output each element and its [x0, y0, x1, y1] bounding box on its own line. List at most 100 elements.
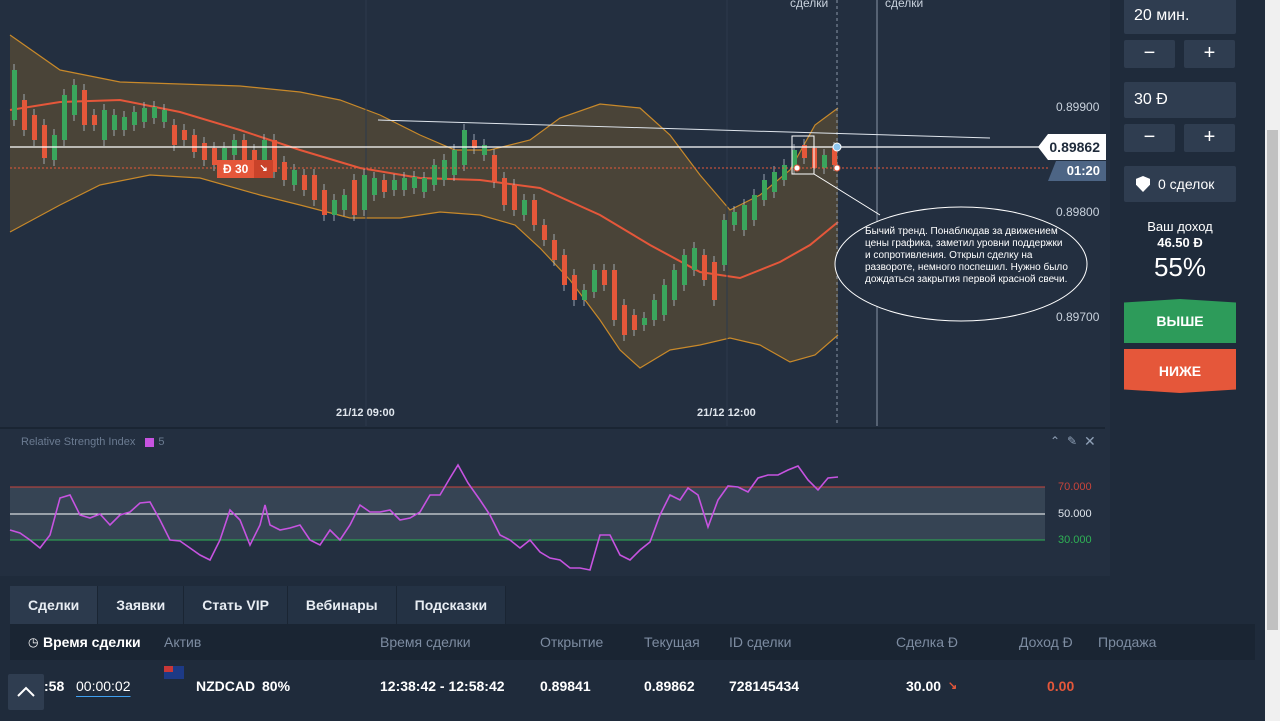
duration-plus-button[interactable]: +: [1184, 40, 1235, 68]
candle-up: [732, 212, 737, 225]
income-label: Ваш доход: [1147, 219, 1213, 234]
candle-up: [822, 155, 827, 168]
chevron-up-icon: [17, 686, 35, 697]
candle-up: [222, 148, 227, 160]
amount-field[interactable]: 30 Đ: [1124, 82, 1236, 118]
tab-deals[interactable]: Сделки: [10, 586, 99, 624]
trade-marker[interactable]: Đ 30 ↘: [217, 160, 273, 178]
candle-up: [392, 180, 397, 190]
rsi-level: 70.000: [1058, 481, 1092, 493]
scroll-to-top-button[interactable]: [8, 674, 44, 710]
candle-up: [742, 205, 747, 230]
amount-plus-button[interactable]: +: [1184, 124, 1235, 152]
income-percent: 55%: [1153, 252, 1207, 282]
chart-area[interactable]: сделки сделки 0.89900 0.89800 0.89700 0.…: [0, 0, 1110, 576]
timer-value: 01:20: [1066, 163, 1100, 178]
annotation-text: Бычий тренд. Понаблюдав за движением цен…: [865, 226, 1068, 285]
candle-up: [482, 145, 487, 155]
candle-up: [62, 95, 67, 140]
rsi-title: Relative Strength Index 5: [21, 436, 164, 448]
candle-down: [472, 140, 477, 148]
current-price-badge: 0.89862: [1038, 134, 1106, 160]
duration-field[interactable]: 20 мин.: [1124, 0, 1236, 34]
candle-up: [372, 178, 377, 195]
bottom-tabs: Сделки Заявки Стать VIP Вебинары Подсказ…: [10, 586, 507, 624]
amount-minus-button[interactable]: −: [1124, 124, 1175, 152]
open-dot: [793, 164, 801, 172]
col-deal-time[interactable]: Время сделки: [43, 634, 141, 650]
duration-minus-button[interactable]: −: [1124, 40, 1175, 68]
candle-down: [282, 162, 287, 180]
up-button[interactable]: ВЫШЕ: [1124, 299, 1236, 343]
rsi-edit-icon[interactable]: ✎: [1067, 434, 1078, 448]
time-tick: 21/12 12:00: [697, 407, 756, 419]
candle-up: [292, 170, 297, 185]
candle-up: [782, 165, 787, 180]
col-amount: Сделка Đ: [896, 634, 958, 650]
candle-down: [632, 315, 637, 330]
candle-up: [72, 85, 77, 115]
col-sell: Продажа: [1098, 634, 1157, 650]
candle-down: [182, 130, 187, 140]
chart-top-label-2: сделки: [885, 0, 924, 10]
candle-down: [322, 190, 327, 215]
arrow-down-right-icon: ↘: [254, 160, 273, 178]
bollinger-band-fill: [10, 35, 838, 368]
down-button[interactable]: НИЖЕ: [1124, 349, 1236, 393]
candle-up: [642, 318, 647, 325]
price-dot: [832, 142, 842, 152]
candle-up: [162, 110, 167, 122]
row-id: 728145434: [729, 678, 800, 694]
candle-up: [672, 270, 677, 300]
candle-down: [562, 255, 567, 285]
price-tick: 0.89800: [1056, 205, 1100, 219]
candle-up: [412, 177, 417, 188]
candle-up: [652, 300, 657, 320]
candle-up: [432, 165, 437, 185]
candle-down: [302, 175, 307, 190]
candle-up: [692, 248, 697, 270]
rsi-period: 5: [158, 436, 165, 448]
tab-webinars[interactable]: Вебинары: [287, 586, 397, 624]
candle-up: [152, 107, 157, 118]
candle-up: [342, 195, 347, 210]
rsi-close-icon[interactable]: ✕: [1084, 433, 1096, 449]
open-dot: [833, 164, 841, 172]
candle-down: [22, 100, 27, 130]
deals-counter[interactable]: 0 сделок: [1124, 166, 1236, 202]
candle-down: [602, 270, 607, 285]
bottom-panel: Сделки Заявки Стать VIP Вебинары Подсказ…: [0, 576, 1265, 721]
current-price-value: 0.89862: [1049, 139, 1100, 155]
resistance-line: [377, 119, 991, 139]
candle-up: [132, 112, 137, 125]
rsi-title-text: Relative Strength Index: [21, 436, 136, 448]
candle-down: [612, 270, 617, 320]
candle-up: [772, 172, 777, 192]
candle-down: [92, 115, 97, 125]
candle-down: [32, 115, 37, 140]
candle-down: [832, 148, 837, 165]
bollinger-lower-line: [9, 174, 839, 369]
candle-down: [382, 180, 387, 192]
moving-average-line: [9, 98, 839, 280]
candle-down: [192, 135, 197, 152]
price-tick: 0.89900: [1056, 100, 1100, 114]
tab-vip[interactable]: Стать VIP: [184, 586, 288, 624]
candle-up: [792, 150, 797, 168]
col-income: Доход Đ: [1019, 634, 1073, 650]
tab-hints[interactable]: Подсказки: [396, 586, 507, 624]
scrollbar-thumb[interactable]: [1267, 130, 1278, 630]
table-row[interactable]: :58 00:00:02 NZDCAD 80% 12:38:42 - 12:58…: [10, 666, 1255, 706]
candle-up: [112, 115, 117, 130]
tab-orders[interactable]: Заявки: [98, 586, 185, 624]
price-chart[interactable]: [0, 0, 1110, 576]
candle-down: [172, 125, 177, 145]
candle-up: [582, 290, 587, 300]
row-income: 0.00: [1047, 678, 1075, 694]
rsi-collapse-icon[interactable]: ⌃: [1050, 434, 1061, 448]
col-open: Открытие: [540, 634, 604, 650]
candle-up: [262, 140, 267, 160]
nz-flag-icon: [164, 666, 184, 679]
page-scrollbar[interactable]: [1265, 0, 1280, 721]
candle-up: [442, 160, 447, 180]
